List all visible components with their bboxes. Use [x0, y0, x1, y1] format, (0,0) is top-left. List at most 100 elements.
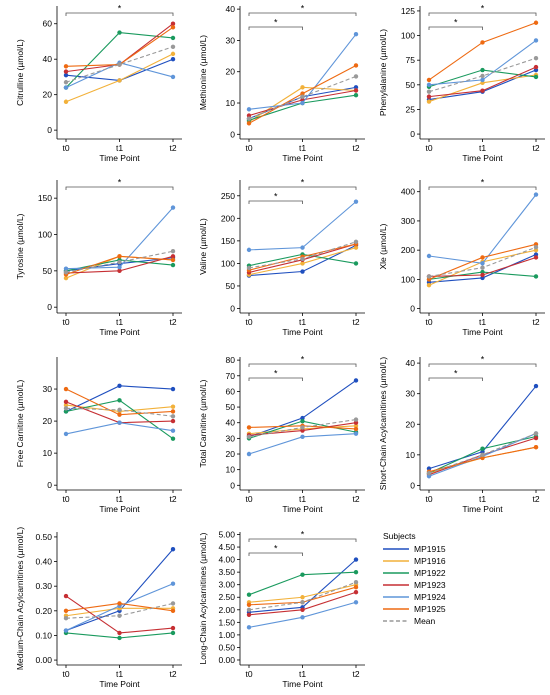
point-mp1925	[63, 64, 69, 69]
point-mp1924	[170, 581, 176, 586]
y-tick-label: 0.00	[35, 655, 52, 665]
point-mp1915	[170, 386, 176, 392]
point-mp1922	[246, 592, 252, 597]
y-tick-label: 100	[401, 31, 415, 41]
point-mean	[480, 452, 485, 458]
point-mp1923	[353, 88, 359, 93]
series-line-mean	[428, 432, 537, 474]
point-mp1924	[426, 474, 432, 479]
x-axis-title: Time Point	[282, 679, 323, 689]
point-mp1922	[353, 261, 359, 266]
legend-label-mp1915: MP1915	[414, 544, 446, 554]
point-mean	[170, 44, 176, 49]
y-tick-label: 20	[43, 90, 53, 100]
point-mp1922	[533, 74, 539, 80]
y-tick-label: 150	[221, 236, 235, 246]
point-mean	[353, 579, 359, 585]
point-mp1922	[170, 262, 176, 268]
significance-bracket	[65, 12, 174, 16]
point-mp1925	[533, 20, 539, 25]
point-mean	[533, 56, 539, 61]
x-tick-label: t2	[169, 143, 176, 153]
x-tick-label: t0	[245, 494, 252, 504]
x-axis-title: Time Point	[282, 327, 323, 337]
point-mean	[246, 265, 252, 271]
significance-bracket	[428, 12, 537, 16]
point-mp1924	[300, 434, 305, 439]
point-mp1924	[170, 205, 176, 210]
x-tick-label: t2	[169, 494, 176, 504]
point-mean	[63, 616, 69, 621]
point-mp1924	[63, 266, 69, 271]
x-tick-label: t2	[352, 143, 359, 153]
point-mp1923	[300, 607, 305, 612]
point-mp1924	[246, 625, 252, 630]
point-mp1923	[426, 94, 432, 99]
y-tick-label: 20	[43, 416, 53, 426]
y-tick-label: 150	[38, 193, 52, 203]
legend-label-mp1916: MP1916	[414, 556, 446, 566]
panel-1: 0 20 40 60 t0 t1 t2 Time Point Citrulline (µmol/…	[15, 4, 182, 163]
y-tick-label: 100	[221, 258, 235, 268]
y-tick-label: 0.50	[35, 532, 52, 542]
point-mp1923	[63, 593, 69, 599]
significance-bracket	[428, 377, 483, 381]
point-mean	[63, 270, 69, 275]
point-mp1924	[170, 74, 176, 80]
significance-bracket	[248, 12, 357, 16]
point-mp1923	[170, 625, 176, 631]
x-axis-title: Time Point	[99, 679, 140, 689]
panel-9: 0 10 20 30 40 t0 t1 t2 Time Point Short-Chain Acy…	[378, 355, 545, 514]
point-mp1922	[353, 92, 359, 98]
y-axis-title: Tyrosine (µmol/L)	[15, 213, 25, 279]
point-mp1925	[353, 585, 359, 590]
y-tick-label: 10	[226, 465, 236, 475]
y-axis-title: Short-Chain Acylcarnitines (µmol/L)	[378, 357, 388, 491]
point-mp1916	[300, 85, 305, 90]
significance-star: *	[274, 192, 278, 202]
point-mp1916	[426, 283, 432, 288]
point-mp1924	[480, 77, 485, 83]
significance-star: *	[301, 530, 305, 540]
point-mp1925	[170, 608, 176, 614]
point-mp1922	[480, 67, 485, 73]
significance-bracket	[248, 26, 303, 30]
point-mp1916	[170, 51, 176, 57]
point-mean	[426, 274, 432, 279]
y-tick-label: 75	[406, 55, 416, 65]
y-tick-label: 200	[401, 245, 415, 255]
y-tick-label: 0	[47, 480, 52, 490]
y-tick-label: 30	[226, 35, 236, 45]
point-mp1924	[426, 82, 432, 88]
point-mp1923	[533, 435, 539, 441]
point-mp1924	[300, 100, 305, 106]
y-axis-title: Total Carnitine (µmol/L)	[198, 379, 208, 467]
point-mean	[480, 73, 485, 79]
y-tick-label: 100	[38, 230, 52, 240]
x-tick-label: t1	[116, 143, 123, 153]
point-mean	[300, 600, 305, 605]
point-mp1923	[170, 254, 176, 259]
significance-bracket	[248, 363, 357, 367]
significance-bracket	[248, 377, 303, 381]
point-mean	[246, 434, 252, 439]
significance-star: *	[118, 178, 122, 188]
point-mp1925	[63, 608, 69, 614]
x-tick-label: t0	[245, 143, 252, 153]
point-mp1924	[246, 451, 252, 457]
y-tick-label: 20	[226, 67, 236, 77]
y-tick-label: 2.50	[218, 592, 235, 602]
point-mp1915	[170, 57, 176, 62]
panel-8: 0 10 20 30 40 50 60 70 80 t0 t1 t2 Time Point Total C…	[198, 355, 365, 514]
point-mp1925	[480, 255, 485, 260]
y-tick-label: 10	[226, 98, 236, 108]
point-mp1916	[63, 402, 69, 408]
y-tick-label: 0.00	[218, 655, 235, 665]
point-mean	[353, 74, 359, 79]
point-mp1925	[246, 602, 252, 607]
x-axis-title: Time Point	[462, 504, 503, 514]
y-tick-label: 20	[226, 449, 236, 459]
point-mp1925	[353, 63, 359, 68]
point-mp1924	[63, 628, 69, 633]
y-tick-label: 2.00	[218, 605, 235, 615]
